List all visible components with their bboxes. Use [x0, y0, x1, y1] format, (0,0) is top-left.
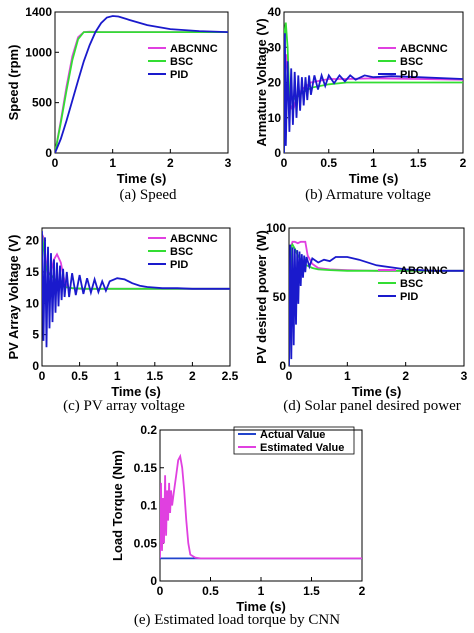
- y-tick-label: 0: [45, 146, 52, 160]
- x-tick-label: 1: [109, 156, 116, 170]
- y-tick-label: 15: [26, 265, 40, 279]
- y-tick-label: 5: [32, 328, 39, 342]
- x-tick-label: 3: [461, 369, 468, 383]
- panel-load-torque: 0 0.5 1 1.5 2 0 0.05 0.1 0.15 0.2 Time (s) Load Tor…: [110, 423, 366, 614]
- y-tick-label: 0.15: [134, 461, 158, 475]
- y-tick-label: 500: [32, 96, 52, 110]
- legend-label: PID: [400, 291, 418, 303]
- x-tick-label: 1: [370, 156, 377, 170]
- caption-speed: (a) Speed: [119, 187, 177, 203]
- legend-label: Actual Value: [260, 429, 325, 441]
- x-axis-label: Time (s): [349, 171, 399, 186]
- x-tick-label: 1.5: [303, 584, 320, 598]
- y-axis-label: Speed (rpm): [6, 45, 21, 121]
- legend-label: PID: [400, 69, 418, 81]
- legend-label: Estimated Value: [260, 442, 344, 454]
- x-tick-label: 0: [281, 156, 288, 170]
- x-tick-label: 2.5: [222, 369, 239, 383]
- y-tick-label: 1000: [25, 45, 52, 59]
- x-tick-label: 1: [344, 369, 351, 383]
- panel-speed: 0 1 2 3 0 500 1000 1400 Time (s) Speed (rpm) ABCNN…: [6, 5, 232, 186]
- x-tick-label: 0.5: [320, 156, 337, 170]
- legend-label: PID: [170, 259, 188, 271]
- series-line-pid: [289, 244, 464, 366]
- x-tick-label: 0: [39, 369, 46, 383]
- caption-armature: (b) Armature voltage: [305, 187, 431, 203]
- series-line-pid: [55, 15, 228, 153]
- y-tick-label: 20: [268, 76, 282, 90]
- x-axis-label: Time (s): [352, 384, 402, 399]
- series-line-estimated-value: [160, 453, 362, 560]
- y-tick-label: 0: [150, 574, 157, 588]
- y-tick-label: 0.1: [140, 499, 157, 513]
- y-tick-label: 0: [32, 359, 39, 373]
- y-tick-label: 10: [268, 111, 282, 125]
- legend-label: ABCNNC: [400, 265, 448, 277]
- y-tick-label: 50: [273, 290, 287, 304]
- y-tick-label: 0: [274, 146, 281, 160]
- y-tick-label: 0.05: [134, 536, 158, 550]
- x-tick-label: 0.5: [202, 584, 219, 598]
- x-tick-label: 3: [225, 156, 232, 170]
- legend-label: BSC: [170, 56, 193, 68]
- y-axis-label: PV Array Voltage (V): [6, 235, 21, 360]
- y-tick-label: 30: [268, 40, 282, 54]
- panel-pv-voltage: 0 0.5 1 1.5 2 2.5 0 5 10 15 20 Time (s) PV Array Vol…: [6, 227, 239, 399]
- x-tick-label: 1: [114, 369, 121, 383]
- x-tick-label: 1.5: [410, 156, 427, 170]
- plot-frame: [41, 227, 231, 367]
- x-tick-label: 2: [189, 369, 196, 383]
- legend-label: BSC: [400, 56, 423, 68]
- x-tick-label: 0: [52, 156, 59, 170]
- y-axis-label: Armature Voltage (V): [254, 18, 269, 146]
- legend-box: [233, 426, 355, 455]
- x-tick-label: 1: [258, 584, 265, 598]
- plot-frame: [54, 11, 229, 154]
- x-axis-label: Time (s): [117, 171, 167, 186]
- panel-pv-power: 0 1 2 3 0 50 100 Time (s) PV desired power (W) AB…: [254, 221, 468, 399]
- x-tick-label: 0: [286, 369, 293, 383]
- legend-label: BSC: [400, 278, 423, 290]
- plot-frame: [288, 227, 465, 367]
- y-tick-label: 10: [26, 296, 40, 310]
- y-tick-label: 0: [279, 359, 286, 373]
- x-tick-label: 0: [157, 584, 164, 598]
- x-tick-label: 1.5: [146, 369, 163, 383]
- x-tick-label: 2: [167, 156, 174, 170]
- y-axis-label: Load Torque (Nm): [110, 450, 125, 561]
- x-tick-label: 2: [460, 156, 467, 170]
- y-tick-label: 20: [26, 234, 40, 248]
- y-axis-label: PV desired power (W): [254, 230, 269, 364]
- y-tick-label: 100: [266, 221, 286, 235]
- legend-label: PID: [170, 69, 188, 81]
- series-line-pid: [284, 33, 463, 153]
- x-tick-label: 2: [402, 369, 409, 383]
- series-line-bsc: [55, 31, 228, 153]
- caption-pv-power: (d) Solar panel desired power: [283, 398, 460, 414]
- x-axis-label: Time (s): [236, 599, 286, 614]
- x-tick-label: 0.5: [71, 369, 88, 383]
- y-tick-label: 0.2: [140, 423, 157, 437]
- series-line-pid: [42, 231, 230, 348]
- y-tick-label: 40: [268, 5, 282, 19]
- legend-label: ABCNNC: [400, 43, 448, 55]
- legend-label: ABCNNC: [170, 233, 218, 245]
- y-tick-label: 1400: [25, 5, 52, 19]
- x-tick-label: 2: [359, 584, 366, 598]
- legend-label: ABCNNC: [170, 43, 218, 55]
- caption-pv-voltage: (c) PV array voltage: [63, 398, 185, 414]
- x-axis-label: Time (s): [111, 384, 161, 399]
- caption-load-torque: (e) Estimated load torque by CNN: [134, 612, 340, 628]
- legend-label: BSC: [170, 246, 193, 258]
